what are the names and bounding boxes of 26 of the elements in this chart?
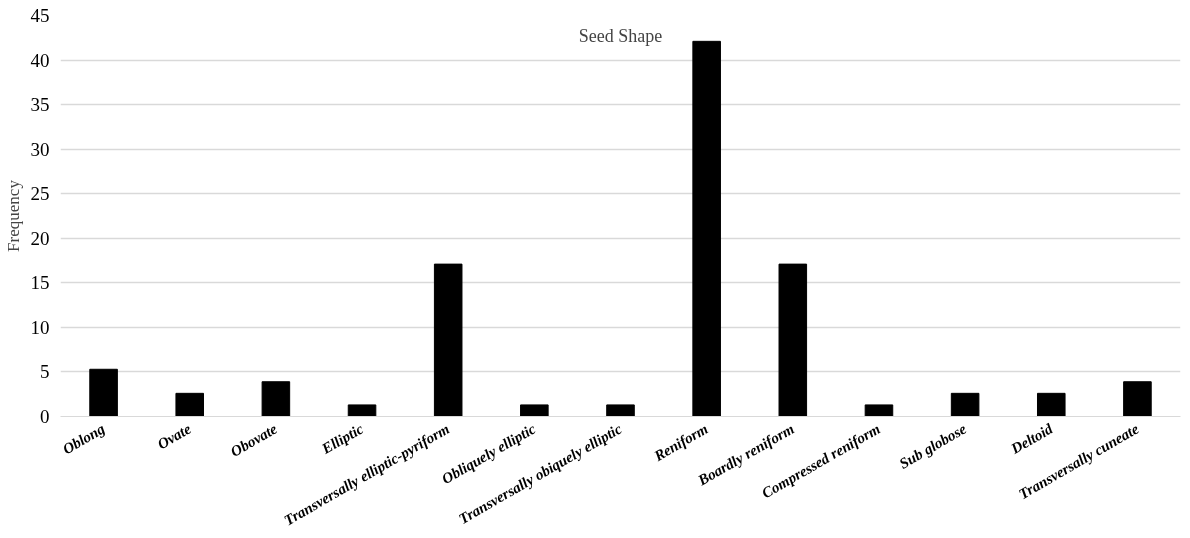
x-tick-label: Ovate (154, 420, 195, 453)
y-tick-label: 40 (30, 49, 50, 71)
y-tick-label: 30 (30, 138, 50, 160)
bar (1036, 392, 1066, 417)
y-tick-label: 20 (30, 227, 50, 249)
y-tick-label: 35 (30, 94, 50, 116)
y-axis-title: Frequency (3, 179, 23, 252)
y-tick-label: 5 (40, 361, 50, 383)
bar (175, 392, 205, 417)
y-tick-label: 25 (30, 183, 50, 205)
bar (1123, 381, 1152, 417)
bar (950, 392, 980, 417)
text: Seed Shape (578, 25, 663, 46)
y-tick-label: 0 (40, 406, 50, 427)
bar (606, 404, 635, 417)
bar (433, 263, 463, 417)
y-tick-label: 15 (30, 272, 50, 294)
bar (864, 404, 894, 417)
y-tick-label: 45 (30, 5, 50, 26)
bar (778, 263, 808, 417)
bar (261, 381, 291, 417)
bar (692, 40, 721, 417)
bar (347, 404, 377, 417)
bar (89, 368, 118, 417)
y-tick-label: 10 (30, 316, 50, 338)
bar (520, 404, 549, 417)
